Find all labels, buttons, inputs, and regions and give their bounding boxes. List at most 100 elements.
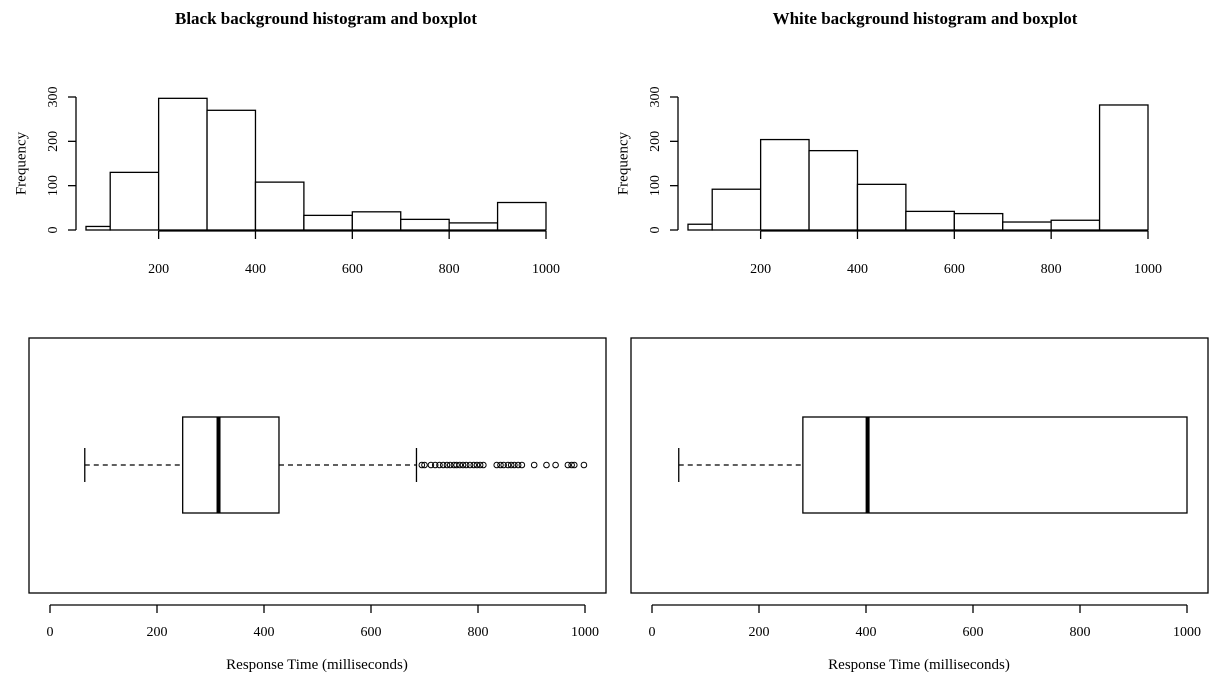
outlier-point xyxy=(504,461,512,469)
outlier-point xyxy=(421,461,428,469)
y-tick-label: 100 xyxy=(648,175,663,196)
iqr-box xyxy=(182,416,280,514)
x-tick-label: 200 xyxy=(749,625,770,640)
outlier-point xyxy=(518,461,526,469)
outlier-point xyxy=(564,461,572,469)
outlier-point xyxy=(571,461,578,469)
x-tick-label: 1000 xyxy=(532,262,560,277)
plot-frame xyxy=(630,337,1209,594)
x-tick-label: 400 xyxy=(254,625,275,640)
x-tick-label: 600 xyxy=(361,625,382,640)
outlier-point xyxy=(507,461,515,469)
y-tick-label: 200 xyxy=(46,131,61,152)
y-tick-label: 0 xyxy=(46,227,61,234)
histogram-bar xyxy=(303,214,353,231)
histogram-bar xyxy=(400,218,450,231)
iqr-box xyxy=(802,416,1188,514)
x-tick-label: 200 xyxy=(148,262,169,277)
plot-frame xyxy=(28,337,607,594)
x-tick-label: 1000 xyxy=(571,625,599,640)
outlier-point xyxy=(446,461,454,469)
outlier-point xyxy=(462,461,470,469)
outlier-point xyxy=(427,461,435,469)
outlier-point xyxy=(511,461,518,469)
histogram-bar xyxy=(1098,104,1149,231)
outlier-point xyxy=(580,461,588,469)
outlier-point xyxy=(439,461,447,469)
x-axis: 0 200 400 600 800 1000 xyxy=(47,604,599,640)
histogram-bar xyxy=(856,183,907,231)
histogram-bar xyxy=(448,222,499,231)
outlier-point xyxy=(443,461,451,469)
boxplot-black: 0 200 400 600 800 1000 Response Time (millisec… xyxy=(28,337,607,673)
x-tick-label: 1000 xyxy=(1173,625,1201,640)
histogram-bar xyxy=(1050,219,1101,231)
histogram-bar xyxy=(687,223,713,231)
x-tick-label: 200 xyxy=(750,262,771,277)
y-axis-label: Frequency xyxy=(13,131,29,195)
histogram-bar xyxy=(85,225,111,231)
x-axis: 200 400 600 800 1000 xyxy=(148,230,560,277)
x-tick-label: 0 xyxy=(649,625,656,640)
y-tick-label: 200 xyxy=(648,131,663,152)
outlier-point xyxy=(456,461,464,469)
y-axis-label: Frequency xyxy=(615,131,631,195)
x-tick-label: 400 xyxy=(847,262,868,277)
x-axis: 0 200 400 600 800 1000 xyxy=(649,604,1201,640)
boxplot-white: 0 200 400 600 800 1000 Response Time (millisec… xyxy=(630,337,1209,673)
outlier-point xyxy=(500,461,507,469)
x-tick-label: 200 xyxy=(147,625,168,640)
y-tick-label: 100 xyxy=(46,175,61,196)
outlier-point xyxy=(436,461,443,469)
y-axis: 0 100 200 300 xyxy=(648,87,679,234)
outlier-point xyxy=(497,461,504,469)
histogram-bar xyxy=(905,210,955,231)
outlier-point xyxy=(466,461,474,469)
histogram-bar xyxy=(157,97,208,231)
x-tick-label: 800 xyxy=(439,262,460,277)
x-tick-label: 600 xyxy=(342,262,363,277)
histogram-bar xyxy=(351,211,402,231)
outlier-point xyxy=(493,461,501,469)
histogram-bar xyxy=(496,201,547,231)
outlier-point xyxy=(476,461,484,469)
histogram-bar xyxy=(109,171,160,231)
x-tick-label: 800 xyxy=(1041,262,1062,277)
histogram-bar xyxy=(759,138,810,231)
x-axis-label: Response Time (milliseconds) xyxy=(828,657,1010,673)
histogram-bar xyxy=(808,149,859,231)
chart-title: White background histogram and boxplot xyxy=(773,9,1078,28)
y-tick-label: 0 xyxy=(648,227,663,234)
outlier-point xyxy=(470,461,478,469)
histogram-bar xyxy=(206,109,257,231)
x-tick-label: 400 xyxy=(856,625,877,640)
outlier-point xyxy=(568,461,575,469)
outlier-point xyxy=(473,461,481,469)
x-tick-label: 0 xyxy=(47,625,54,640)
x-tick-label: 800 xyxy=(468,625,489,640)
outlier-point xyxy=(530,461,538,469)
histogram-white: White background histogram and boxplot 20… xyxy=(615,9,1162,277)
outlier-point xyxy=(543,461,550,469)
histogram-bar xyxy=(254,181,305,231)
x-axis-label: Response Time (milliseconds) xyxy=(226,657,408,673)
histogram-bar xyxy=(1002,221,1052,231)
x-axis: 200 400 600 800 1000 xyxy=(750,230,1162,277)
y-tick-label: 300 xyxy=(46,87,61,108)
histogram-bar xyxy=(711,188,762,231)
histogram-bar xyxy=(953,212,1004,231)
x-tick-label: 400 xyxy=(245,262,266,277)
outlier-point xyxy=(453,461,460,469)
x-tick-label: 800 xyxy=(1070,625,1091,640)
outlier-point xyxy=(514,461,522,469)
y-axis: 0 100 200 300 xyxy=(46,87,77,234)
outlier-point xyxy=(480,461,487,469)
y-tick-label: 300 xyxy=(648,87,663,108)
x-tick-label: 1000 xyxy=(1134,262,1162,277)
outlier-point xyxy=(459,461,467,469)
x-tick-label: 600 xyxy=(944,262,965,277)
histogram-black: Black background histogram and boxplot 20… xyxy=(13,9,560,277)
x-tick-label: 600 xyxy=(963,625,984,640)
